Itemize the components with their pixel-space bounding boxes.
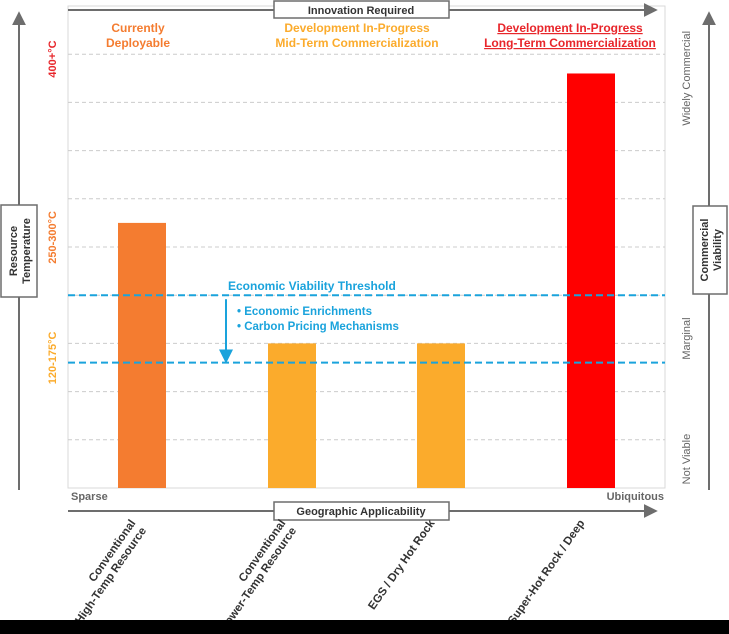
threshold-bullet-2: • Carbon Pricing Mechanisms bbox=[237, 321, 399, 333]
header-2-line-1: Development In-Progress bbox=[284, 21, 430, 35]
bar-3 bbox=[417, 343, 465, 488]
left-axis-title: ResourceTemperature bbox=[8, 218, 33, 284]
bottom-black-strip bbox=[0, 620, 729, 634]
bottom-axis-label: Geographic Applicability bbox=[296, 506, 426, 518]
x-end-label: Ubiquitous bbox=[607, 491, 664, 503]
temp-tick-2: 250-300°C bbox=[47, 211, 59, 264]
category-label-line: High-Temp Resource bbox=[73, 525, 149, 626]
right-axis-title-line: Commercial bbox=[699, 219, 711, 282]
category-label-line: Lower-Temp Resource bbox=[219, 525, 299, 633]
top-axis-label: Innovation Required bbox=[308, 5, 414, 17]
category-label-2: ConventionalLower-Temp Resource bbox=[208, 518, 299, 633]
x-start-label: Sparse bbox=[71, 491, 108, 503]
threshold-label: Economic Viability Threshold bbox=[228, 279, 396, 293]
bottom-axis-box bbox=[273, 501, 450, 521]
temp-tick-3: 120-175°C bbox=[47, 331, 59, 384]
category-label-1: ConventionalHigh-Temp Resource bbox=[63, 518, 149, 626]
category-label-3: EGS / Dry Hot Rock bbox=[366, 517, 437, 612]
temp-tick-1: 400+°C bbox=[47, 40, 59, 77]
right-axis-title-line: Viability bbox=[712, 228, 724, 271]
header-2-line-2: Mid-Term Commercialization bbox=[275, 36, 438, 50]
left-axis-title-line: Temperature bbox=[21, 218, 33, 284]
category-label-line: EGS / Dry Hot Rock bbox=[366, 517, 437, 612]
top-axis-box bbox=[273, 0, 450, 19]
bar-1 bbox=[118, 222, 166, 488]
category-label-line: Super-Hot Rock / Deep bbox=[506, 518, 587, 627]
right-axis-box bbox=[692, 205, 728, 295]
viability-tick-3: Not Viable bbox=[681, 434, 693, 485]
header-3-line-1: Development In-Progress bbox=[497, 21, 643, 35]
viability-tick-2: Marginal bbox=[681, 317, 693, 359]
category-label-4: Super-Hot Rock / Deep bbox=[506, 518, 587, 627]
right-axis-title: CommercialViability bbox=[699, 219, 724, 282]
bar-2 bbox=[268, 343, 316, 488]
threshold-bullet-1: • Economic Enrichments bbox=[237, 306, 372, 318]
header-3-line-2: Long-Term Commercialization bbox=[484, 36, 656, 50]
header-1-line-1: Currently bbox=[111, 21, 165, 35]
viability-tick-1: Widely Commercial bbox=[681, 31, 693, 126]
header-1-line-2: Deployable bbox=[106, 36, 170, 50]
left-axis-box bbox=[0, 204, 38, 298]
left-axis-title-line: Resource bbox=[8, 226, 20, 276]
bar-4 bbox=[567, 73, 615, 488]
